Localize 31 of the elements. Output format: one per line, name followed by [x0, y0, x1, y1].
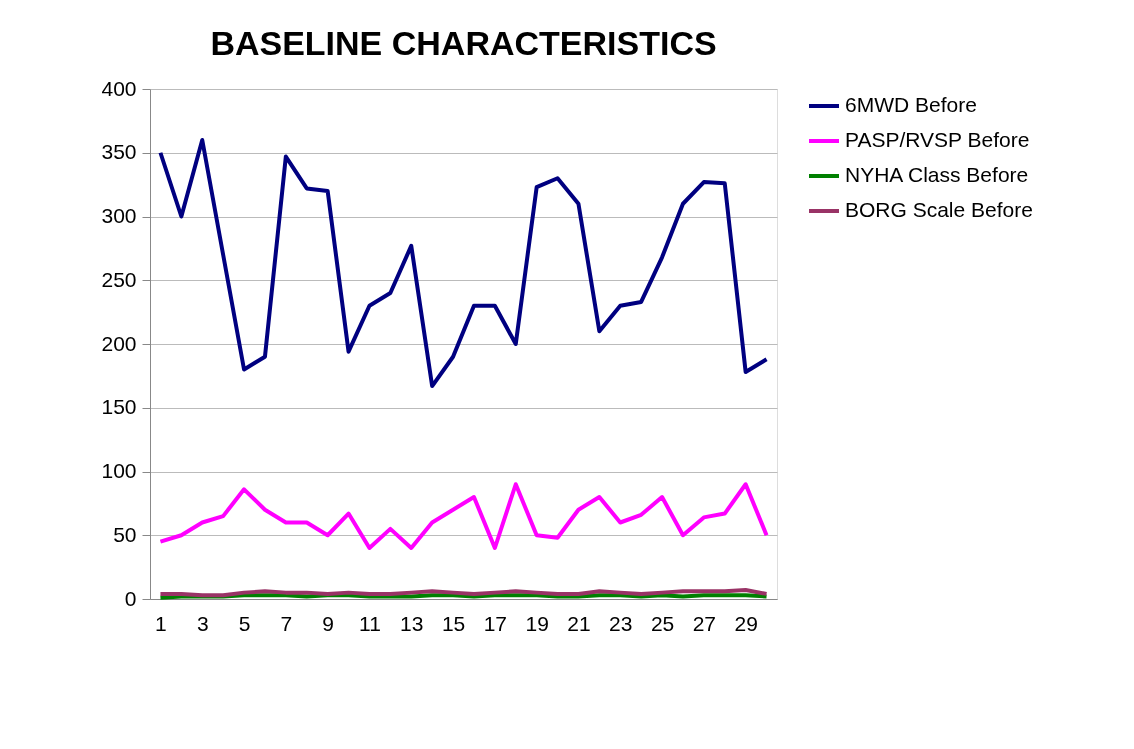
x-tick-label: 29 — [734, 611, 758, 635]
legend-label: NYHA Class Before — [845, 163, 1029, 186]
y-tick-label: 150 — [101, 395, 137, 419]
y-tick-label: 0 — [124, 586, 137, 610]
y-tick-label: 250 — [101, 267, 137, 291]
legend-label: BORG Scale Before — [845, 198, 1033, 221]
x-tick-label: 7 — [280, 611, 293, 635]
x-tick-label: 5 — [238, 611, 251, 635]
line-series — [158, 482, 769, 550]
x-tick-label: 11 — [359, 611, 381, 635]
line-series — [158, 138, 769, 389]
y-tick-label: 350 — [101, 140, 137, 164]
y-tick-label: 300 — [101, 204, 137, 227]
y-tick-label: 200 — [101, 331, 137, 355]
x-tick-label: 25 — [650, 611, 675, 635]
chart-title: BASELINE CHARACTERISTICS — [210, 24, 717, 62]
legend-label: 6MWD Before — [845, 93, 977, 116]
x-tick-label: 13 — [400, 611, 424, 635]
legend-label: PASP/RVSP Before — [845, 128, 1030, 151]
x-tick-label: 23 — [609, 611, 633, 635]
y-tick-label: 400 — [101, 76, 137, 100]
x-tick-label: 9 — [322, 611, 334, 635]
x-tick-label: 17 — [483, 611, 508, 635]
y-tick-label: 100 — [101, 459, 137, 482]
x-tick-label: 3 — [196, 611, 209, 635]
x-tick-label: 15 — [441, 611, 466, 635]
y-tick-label: 50 — [113, 522, 137, 546]
x-tick-label: 19 — [525, 611, 549, 635]
x-tick-label: 27 — [692, 611, 717, 635]
x-tick-label: 1 — [155, 611, 167, 635]
x-tick-label: 21 — [567, 611, 591, 635]
